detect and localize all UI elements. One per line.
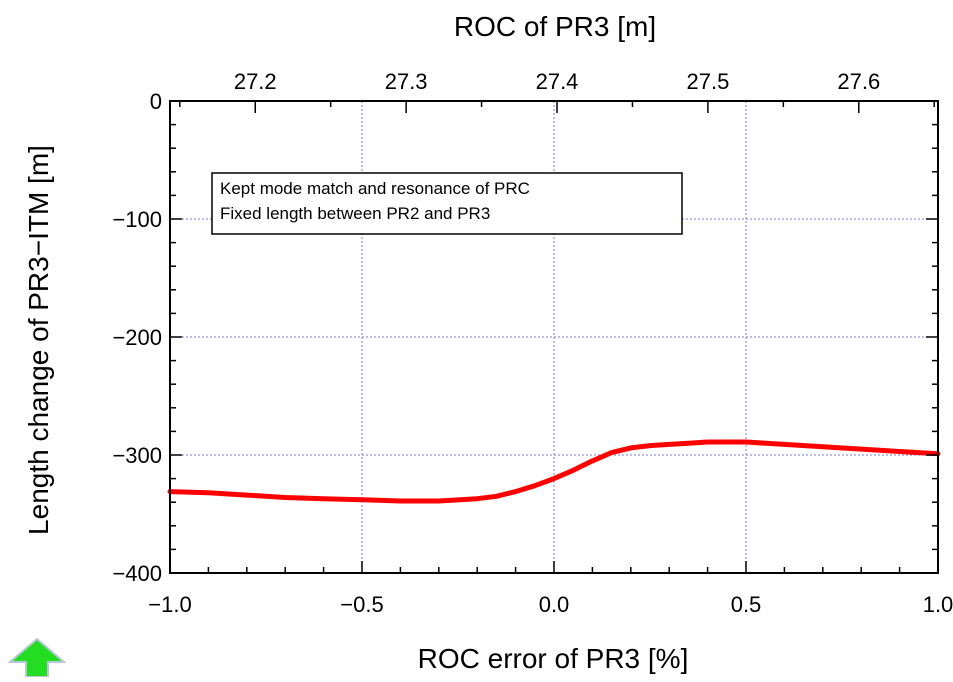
x-tick-label: 0.5 [731,592,762,617]
y-tick-label: −400 [112,561,162,586]
legend-annotation: Kept mode match and resonance of PRC Fix… [211,172,683,235]
x2-tick-label: 27.6 [837,69,880,94]
y-tick-label: −200 [112,325,162,350]
x-tick-label: 0.0 [539,592,570,617]
y-tick-label: −100 [112,207,162,232]
series-line-0 [167,439,941,504]
legend-line-2: Fixed length between PR2 and PR3 [220,204,490,223]
legend-box [211,172,683,235]
up-arrow-icon [7,637,67,678]
up-arrow-button[interactable] [7,637,67,678]
y-axis-title: Length change of PR3−ITM [m] [23,145,54,535]
tick-labels: −1.0 −0.5 0.0 0.5 1.0 27.2 27.3 27.4 27.5 27.6 0 −1… [112,69,953,617]
legend-line-1: Kept mode match and resonance of PRC [220,179,530,198]
x2-tick-label: 27.3 [385,69,428,94]
grid [169,100,939,574]
y-tick-label: 0 [150,89,162,114]
x2-tick-label: 27.4 [536,69,579,94]
x2-tick-label: 27.2 [234,69,277,94]
x-tick-label: −0.5 [340,592,383,617]
y-tick-label: −300 [112,443,162,468]
series-layer [167,439,941,504]
x-tick-label: −1.0 [148,592,191,617]
x2-tick-label: 27.5 [686,69,729,94]
x2-axis-title: ROC of PR3 [m] [454,11,656,42]
x-axis-title: ROC error of PR3 [%] [418,643,689,674]
x-tick-label: 1.0 [923,592,953,617]
tick-marks [169,100,939,574]
